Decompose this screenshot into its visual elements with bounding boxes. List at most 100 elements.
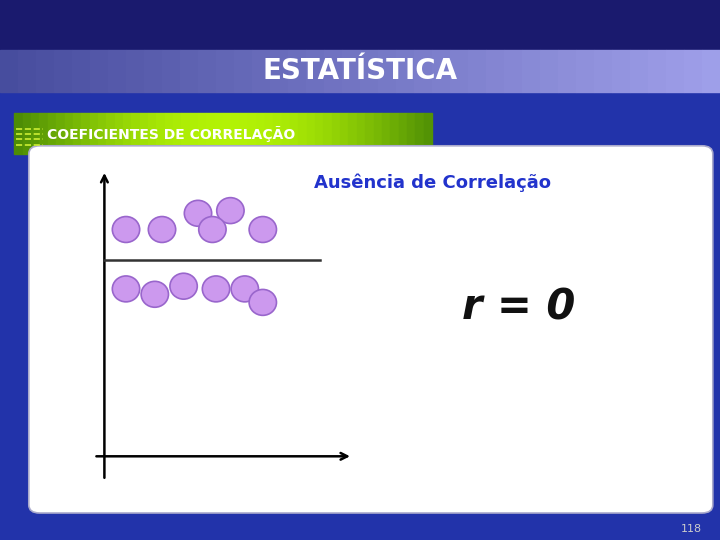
Bar xyxy=(65,113,73,154)
Bar xyxy=(108,50,126,92)
Bar xyxy=(73,113,81,154)
Bar xyxy=(190,113,198,154)
Bar xyxy=(162,50,180,92)
Bar xyxy=(274,113,282,154)
Bar xyxy=(576,50,594,92)
Bar xyxy=(265,113,274,154)
Bar xyxy=(54,50,72,92)
Bar xyxy=(270,50,288,92)
Bar xyxy=(423,113,432,154)
Ellipse shape xyxy=(184,200,212,226)
Text: ESTATÍSTICA: ESTATÍSTICA xyxy=(262,57,458,85)
Bar xyxy=(252,50,270,92)
Bar xyxy=(282,113,290,154)
Text: r = 0: r = 0 xyxy=(462,287,575,329)
Bar xyxy=(486,50,504,92)
Bar xyxy=(357,113,365,154)
Bar xyxy=(144,50,162,92)
Bar xyxy=(432,50,450,92)
Text: COEFICIENTES DE CORRELAÇÃO: COEFICIENTES DE CORRELAÇÃO xyxy=(47,126,295,142)
Bar xyxy=(522,50,540,92)
Bar xyxy=(332,113,340,154)
Bar xyxy=(173,113,181,154)
Bar xyxy=(131,113,140,154)
Bar xyxy=(450,50,468,92)
Bar xyxy=(18,50,36,92)
Bar xyxy=(181,113,190,154)
Text: 118: 118 xyxy=(681,523,702,534)
Bar xyxy=(648,50,666,92)
Bar xyxy=(324,50,342,92)
Ellipse shape xyxy=(170,273,197,299)
Bar xyxy=(290,113,298,154)
Bar xyxy=(198,50,216,92)
Bar xyxy=(415,113,423,154)
Bar xyxy=(165,113,173,154)
Bar xyxy=(234,50,252,92)
Bar xyxy=(288,50,306,92)
Bar xyxy=(390,113,399,154)
Text: Ausência de Correlação: Ausência de Correlação xyxy=(313,173,551,192)
Bar xyxy=(630,50,648,92)
Bar xyxy=(126,50,144,92)
Bar xyxy=(23,113,31,154)
Bar xyxy=(365,113,374,154)
Bar xyxy=(594,50,612,92)
Bar xyxy=(232,113,240,154)
Bar xyxy=(407,113,415,154)
Ellipse shape xyxy=(202,276,230,302)
Bar xyxy=(207,113,215,154)
FancyBboxPatch shape xyxy=(29,146,713,513)
Ellipse shape xyxy=(112,217,140,242)
Ellipse shape xyxy=(141,281,168,307)
Bar xyxy=(378,50,396,92)
Ellipse shape xyxy=(217,198,244,224)
Bar xyxy=(323,113,332,154)
Bar xyxy=(414,50,432,92)
Bar xyxy=(240,113,248,154)
Bar xyxy=(156,113,165,154)
Bar xyxy=(216,50,234,92)
Bar xyxy=(307,113,315,154)
Bar xyxy=(148,113,156,154)
Bar xyxy=(31,113,40,154)
Bar xyxy=(342,50,360,92)
Bar xyxy=(223,113,232,154)
Bar xyxy=(684,50,702,92)
Bar xyxy=(298,113,307,154)
Bar xyxy=(558,50,576,92)
Bar xyxy=(348,113,357,154)
Ellipse shape xyxy=(249,217,276,242)
Bar xyxy=(0,50,18,92)
Bar xyxy=(315,113,323,154)
Bar xyxy=(256,113,265,154)
Bar xyxy=(215,113,223,154)
Bar xyxy=(72,50,90,92)
Bar xyxy=(98,113,107,154)
Bar xyxy=(340,113,348,154)
Bar xyxy=(666,50,684,92)
Bar xyxy=(14,113,23,154)
Bar xyxy=(396,50,414,92)
Bar xyxy=(360,50,378,92)
Bar xyxy=(180,50,198,92)
Bar xyxy=(89,113,98,154)
Ellipse shape xyxy=(112,276,140,302)
Bar xyxy=(123,113,131,154)
Ellipse shape xyxy=(231,276,258,302)
Bar xyxy=(540,50,558,92)
Bar xyxy=(374,113,382,154)
Bar xyxy=(36,50,54,92)
Ellipse shape xyxy=(249,289,276,315)
Bar xyxy=(382,113,390,154)
Bar xyxy=(468,50,486,92)
Bar xyxy=(48,113,56,154)
Bar xyxy=(198,113,207,154)
Bar xyxy=(612,50,630,92)
FancyBboxPatch shape xyxy=(0,0,720,50)
Bar xyxy=(107,113,114,154)
Bar xyxy=(306,50,324,92)
Bar xyxy=(399,113,407,154)
Bar xyxy=(140,113,148,154)
Bar xyxy=(90,50,108,92)
